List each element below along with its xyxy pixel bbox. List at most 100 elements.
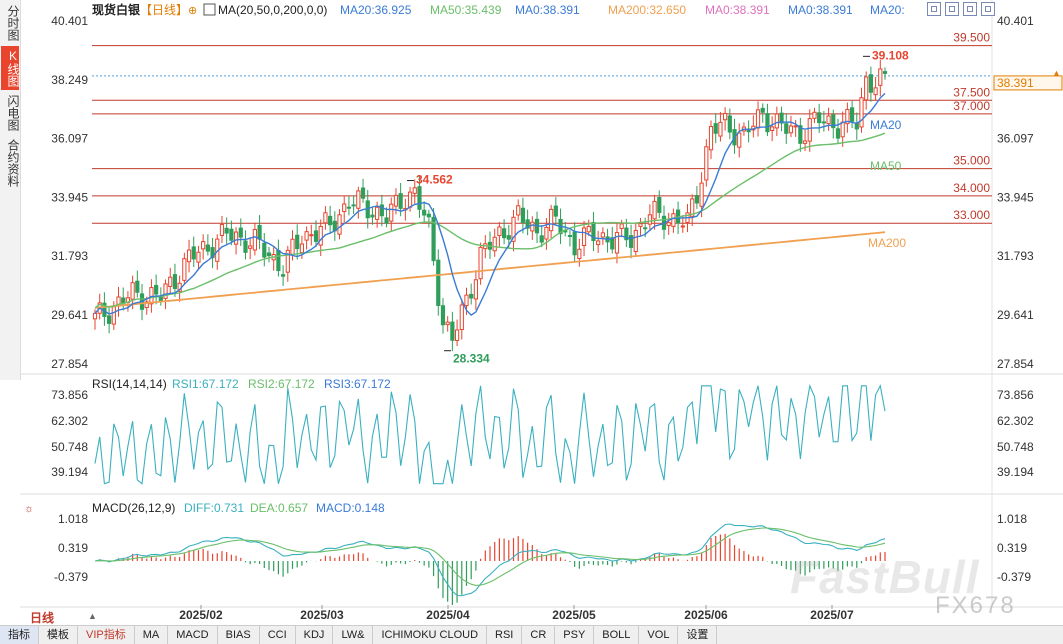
candle-body — [186, 249, 192, 263]
candle-body — [398, 193, 403, 209]
y-tick-left: 38.249 — [51, 73, 88, 87]
macd-title: MACD(26,12,9) — [92, 501, 175, 515]
y-tick-right: 31.793 — [997, 249, 1034, 263]
candle-body — [473, 279, 478, 300]
candle-body — [516, 205, 521, 216]
candle-body — [723, 112, 728, 121]
candle-body — [586, 225, 591, 233]
macd-y-tick-right: 1.018 — [997, 512, 1027, 526]
candle-body — [591, 222, 596, 242]
watermark-sub: FX678 — [935, 592, 1016, 619]
indicator-tab-6[interactable]: CCI — [260, 626, 296, 644]
x-tick-label: 2025/03 — [300, 608, 344, 622]
macd-diff-line — [94, 523, 886, 597]
candle-body — [163, 283, 168, 299]
annotation-label: 28.334 — [453, 352, 490, 366]
macd-y-tick-left: -0.379 — [54, 570, 88, 584]
candle-body — [699, 182, 704, 207]
candle-body — [191, 246, 196, 260]
candle-body — [798, 125, 803, 144]
candle-body — [299, 243, 305, 254]
chevron-down-icon[interactable]: ▲ — [88, 611, 97, 621]
indicator-tab-3[interactable]: MA — [135, 626, 169, 644]
period-tag: 【日线】 — [140, 3, 188, 17]
candle-body — [445, 321, 450, 326]
zoom-out-icon[interactable] — [945, 2, 959, 16]
candle-body — [652, 200, 657, 220]
tab-flash-chart[interactable]: 闪电图 — [6, 95, 20, 131]
candle-body — [812, 111, 817, 119]
rsi-y-tick-left: 50.748 — [51, 440, 88, 454]
candle-body — [356, 190, 361, 209]
candle-body — [539, 235, 544, 243]
indicator-tab-7[interactable]: KDJ — [296, 626, 334, 644]
candle-body — [549, 208, 554, 232]
indicator-tab-2[interactable]: VIP指标 — [78, 626, 135, 644]
indicator-tab-14[interactable]: VOL — [639, 626, 679, 644]
indicator-tab-1[interactable]: 模板 — [39, 626, 78, 644]
level-label: 37.500 — [953, 85, 990, 99]
macd-settings-icon: ☼ — [24, 503, 34, 515]
candle-body — [633, 229, 638, 253]
indicator-tab-13[interactable]: BOLL — [594, 626, 640, 644]
candle-body — [252, 229, 257, 251]
candle-body — [210, 247, 215, 259]
candle-body — [492, 236, 497, 252]
level-label: 35.000 — [953, 154, 990, 168]
candle-body — [229, 228, 234, 241]
indicator-tab-4[interactable]: MACD — [168, 626, 218, 644]
candle-body — [182, 258, 187, 281]
candle-body — [760, 107, 765, 113]
watermark-logo: FastBull — [790, 551, 980, 603]
candle-body — [553, 205, 558, 217]
candle-body — [840, 121, 845, 138]
candle-body — [502, 228, 507, 239]
macd-y-tick-left: 1.018 — [58, 512, 88, 526]
chart-type-icon — [203, 3, 216, 16]
candle-body — [412, 187, 417, 194]
indicator-tab-12[interactable]: PSY — [555, 626, 595, 644]
period-selector[interactable]: 日线 — [30, 611, 55, 625]
candle-body — [323, 212, 328, 224]
indicator-tab-10[interactable]: RSI — [487, 626, 523, 644]
candle-body — [342, 203, 347, 213]
macd-legend-0: DIFF:0.731 — [184, 501, 244, 515]
level-label: 39.500 — [953, 31, 990, 45]
layout-icon[interactable] — [981, 2, 995, 16]
candle-body — [849, 107, 855, 122]
zoom-in-icon[interactable] — [927, 2, 941, 16]
candle-body — [774, 113, 779, 129]
candle-body — [779, 112, 784, 124]
candle-body — [577, 248, 582, 260]
candle-body — [469, 293, 474, 299]
settings-icon: ⊕ — [188, 5, 197, 17]
tab-time-chart[interactable]: 分时图 — [6, 5, 20, 41]
rsi-legend-0: RSI1:67.172 — [172, 377, 239, 391]
y-tick-left: 29.641 — [51, 308, 88, 322]
indicator-tab-5[interactable]: BIAS — [218, 626, 260, 644]
candle-body — [497, 226, 502, 237]
candle-body — [737, 132, 742, 148]
indicator-tab-9[interactable]: ICHIMOKU CLOUD — [373, 626, 488, 644]
candle-body — [770, 126, 775, 131]
chart-canvas[interactable]: 40.40140.40138.24938.24936.09736.09733.9… — [0, 0, 1063, 625]
candle-body — [525, 219, 530, 229]
candle-body — [530, 221, 535, 232]
candle-body — [219, 224, 225, 236]
side-tab-bar: 分时图 K线图 闪电图 合约资料 — [0, 0, 21, 380]
candle-body — [440, 305, 446, 326]
indicator-tab-0[interactable]: 指标 — [0, 626, 39, 644]
tab-contract-info[interactable]: 合约资料 — [6, 139, 20, 187]
tab-k-line[interactable]: K线图 — [1, 46, 20, 90]
candle-body — [205, 244, 210, 252]
indicator-tab-11[interactable]: CR — [522, 626, 556, 644]
candle-body — [464, 294, 469, 307]
candle-body — [243, 240, 248, 253]
indicator-tab-15[interactable]: 设置 — [678, 626, 718, 644]
indicator-tab-8[interactable]: LW& — [333, 626, 374, 644]
candle-body — [511, 216, 516, 242]
candle-body — [478, 246, 483, 280]
grid-icon[interactable] — [963, 2, 977, 16]
candle-body — [417, 186, 422, 210]
